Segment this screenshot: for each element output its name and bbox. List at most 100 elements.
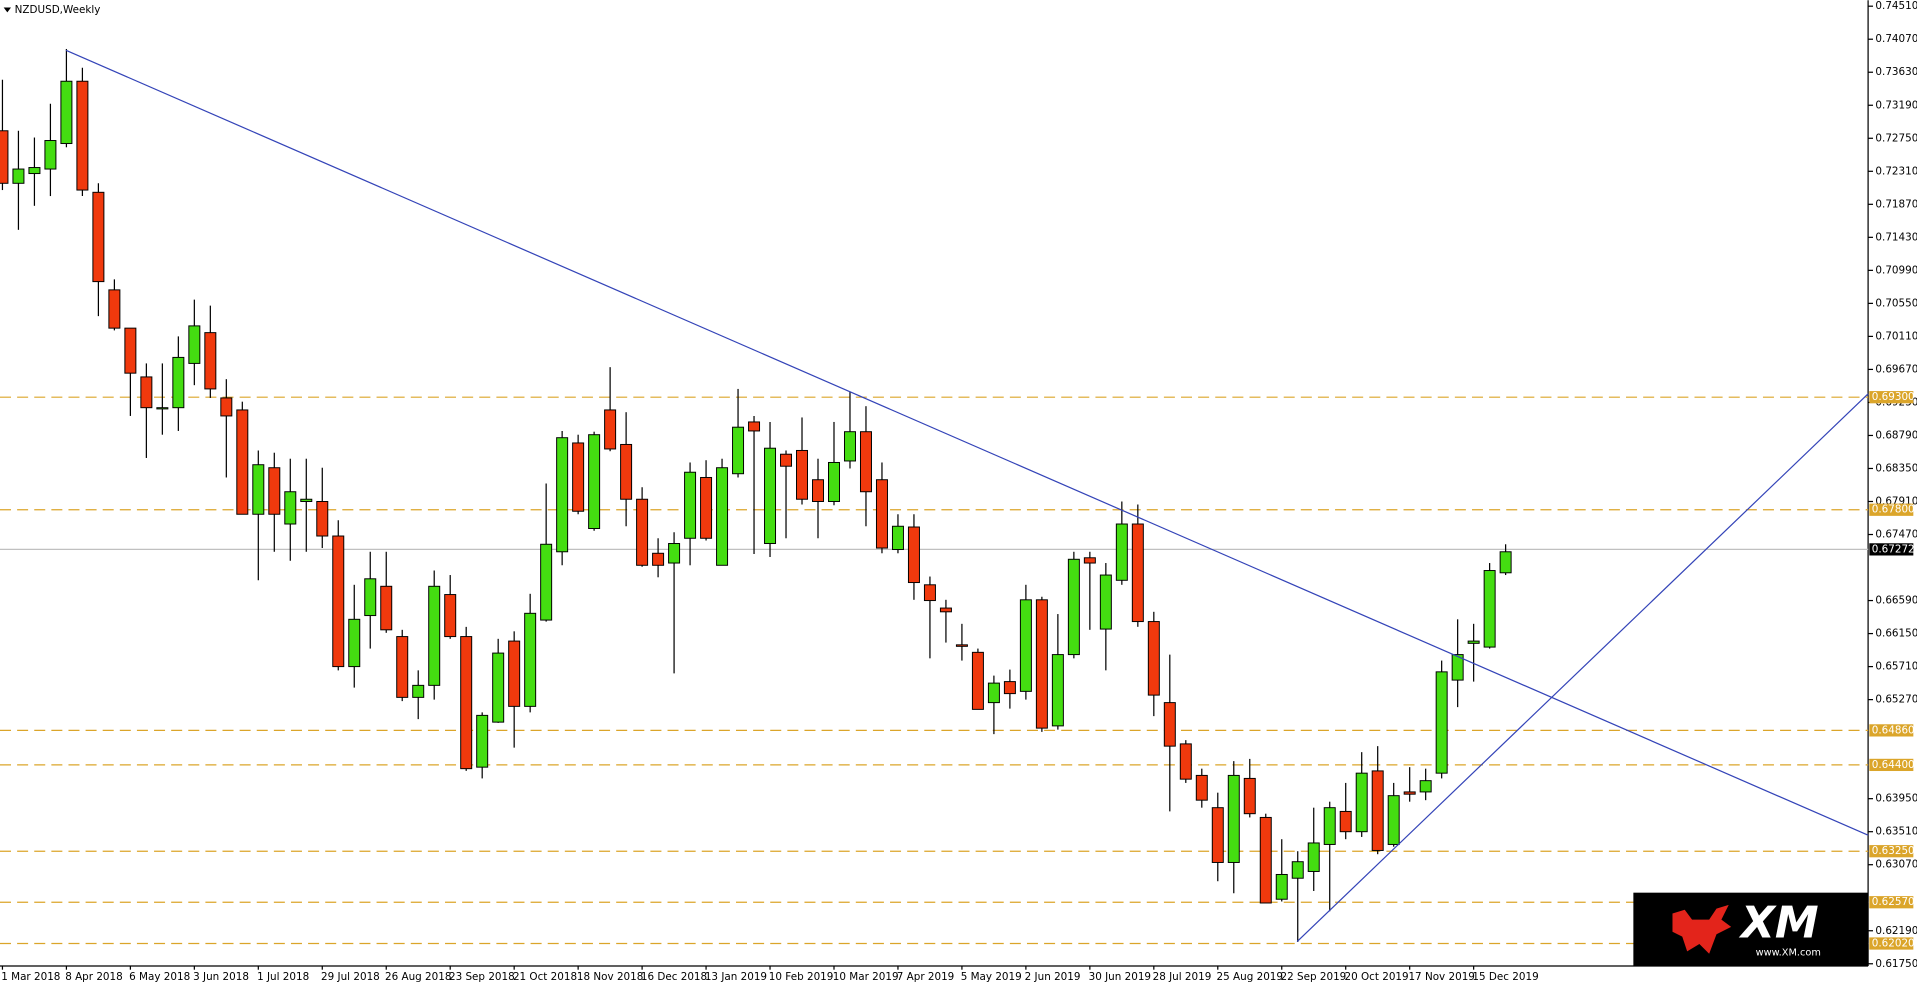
y-tick-label: 0.74070 xyxy=(1875,33,1917,45)
candle-body xyxy=(620,443,633,500)
x-tick-label: 22 Sep 2019 xyxy=(1281,971,1347,983)
y-tick-label: 0.65270 xyxy=(1875,694,1917,706)
candle-body xyxy=(220,397,233,417)
x-tick-label: 25 Aug 2019 xyxy=(1217,971,1283,983)
candle-body xyxy=(1227,774,1240,863)
level-label: 0.63250 xyxy=(1872,845,1915,857)
level-label: 0.64860 xyxy=(1872,724,1915,736)
x-tick-label: 5 May 2019 xyxy=(961,971,1022,983)
x-tick-label: 13 Jan 2019 xyxy=(705,971,767,983)
candle-body xyxy=(1323,807,1336,845)
candle-body xyxy=(1099,574,1112,630)
candle-body xyxy=(1275,873,1288,900)
candle-body xyxy=(284,491,297,525)
candle-body xyxy=(828,461,840,502)
x-tick-label: 15 Dec 2019 xyxy=(1472,971,1538,983)
candle-body xyxy=(348,618,361,668)
candle-body xyxy=(1003,681,1016,695)
candle-body xyxy=(12,168,25,184)
candle-body xyxy=(428,585,441,686)
candle-body xyxy=(907,526,920,584)
candle-body xyxy=(1451,654,1464,681)
candle-body xyxy=(1499,551,1512,574)
x-tick-label: 7 Apr 2019 xyxy=(897,971,955,983)
candle-body xyxy=(1339,810,1352,833)
candle-body xyxy=(76,80,89,191)
x-tick-label: 8 Apr 2018 xyxy=(65,971,123,983)
y-tick-label: 0.65710 xyxy=(1875,661,1917,673)
logo: XM www.XM.com xyxy=(1633,892,1869,967)
x-tick-label: 2 Jun 2019 xyxy=(1025,971,1081,983)
candle-body xyxy=(1371,770,1384,851)
candle-body xyxy=(604,409,617,450)
candle-body xyxy=(364,578,377,617)
candle-body xyxy=(172,356,185,409)
y-tick-label: 0.70990 xyxy=(1875,264,1917,276)
candle-body xyxy=(444,594,457,638)
candle-body xyxy=(859,431,872,493)
x-tick-label: 30 Jun 2019 xyxy=(1089,971,1151,983)
y-tick-label: 0.69670 xyxy=(1875,363,1917,375)
y-tick-label: 0.63510 xyxy=(1875,826,1917,838)
candle-body xyxy=(1115,523,1128,581)
candle-body xyxy=(796,449,809,500)
levels xyxy=(0,396,1869,945)
candle-body xyxy=(732,426,745,475)
candle-body xyxy=(812,479,824,502)
x-tick-label: 26 Aug 2018 xyxy=(385,971,451,983)
y-tick-label: 0.72310 xyxy=(1875,165,1917,177)
level-label-box xyxy=(1869,937,1914,950)
current-price-label: 0.67272 xyxy=(1872,543,1915,555)
x-tick-label: 1 Mar 2018 xyxy=(1,971,60,983)
y-tick-label: 0.70110 xyxy=(1875,330,1917,342)
candle-body xyxy=(652,552,665,566)
candle-body xyxy=(700,476,713,539)
candle-body xyxy=(412,684,425,698)
candle-body xyxy=(588,434,601,529)
candle-body xyxy=(44,140,57,170)
y-tick-label: 0.74510 xyxy=(1875,0,1917,12)
level-label: 0.67800 xyxy=(1872,504,1915,516)
candle-body xyxy=(300,498,313,502)
candle-body xyxy=(1163,702,1176,747)
candle-body xyxy=(1419,780,1432,793)
level-label: 0.62020 xyxy=(1872,938,1915,950)
current-price-box xyxy=(1869,543,1914,556)
candle-body xyxy=(108,289,121,329)
y-tick-label: 0.73190 xyxy=(1875,99,1917,111)
level-label: 0.64400 xyxy=(1872,759,1915,771)
y-tick-label: 0.61750 xyxy=(1875,958,1917,970)
candle-body xyxy=(748,421,761,432)
candle-body xyxy=(843,431,856,462)
x-tick-label: 1 Jul 2018 xyxy=(257,971,309,983)
candle-body xyxy=(1211,807,1224,863)
candle-body xyxy=(716,467,729,566)
x-tick-label: 21 Oct 2018 xyxy=(513,971,577,983)
x-tick-label: 18 Nov 2018 xyxy=(577,971,643,983)
y-tick-label: 0.66150 xyxy=(1875,628,1917,640)
trend-line xyxy=(1296,393,1869,943)
candle-body xyxy=(875,479,888,549)
y-tick-label: 0.72750 xyxy=(1875,132,1917,144)
y-tick-label: 0.68350 xyxy=(1875,462,1917,474)
logo-icon xyxy=(1672,904,1732,954)
candle-body xyxy=(1387,795,1400,845)
candle-body xyxy=(60,80,73,145)
candle-body xyxy=(971,651,984,710)
x-tick-label: 3 Jun 2018 xyxy=(193,971,249,983)
candle-body xyxy=(923,584,936,602)
candle-body xyxy=(1179,743,1192,780)
candle-body xyxy=(668,543,681,564)
trend-line xyxy=(65,49,1869,836)
candle-body xyxy=(156,407,169,410)
x-tick-label: 23 Sep 2018 xyxy=(449,971,515,983)
candle-body xyxy=(764,447,777,545)
candle-body xyxy=(140,376,153,409)
menu-arrow xyxy=(3,7,12,13)
level-label: 0.69300 xyxy=(1872,391,1915,403)
candle-body xyxy=(636,498,649,566)
candle-body xyxy=(1403,791,1416,795)
